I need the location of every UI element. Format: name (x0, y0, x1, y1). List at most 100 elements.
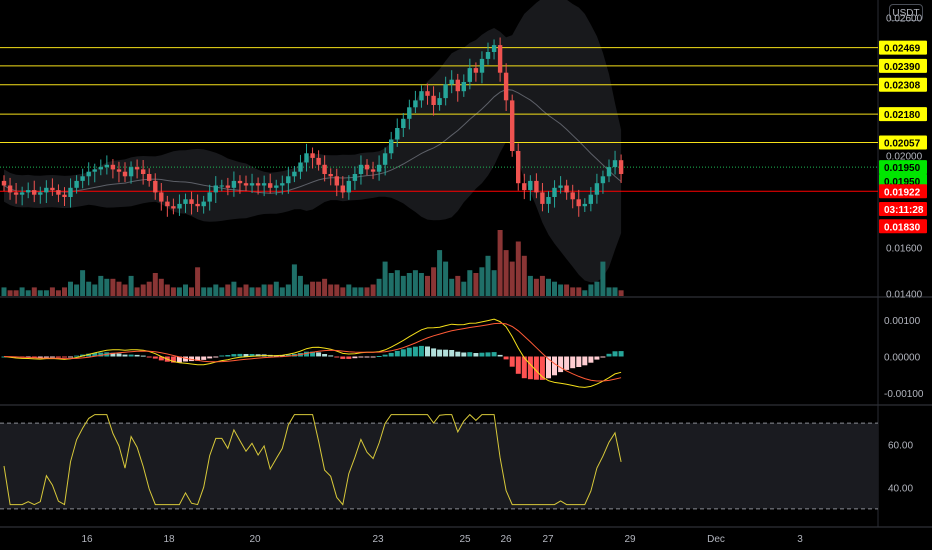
macd-histogram-bar (322, 354, 328, 357)
macd-histogram-bar (207, 356, 213, 359)
price-axis-tick: 0.02600 (886, 14, 923, 25)
candle-body (68, 187, 73, 197)
volume-bar (176, 287, 182, 296)
candle-body (286, 176, 291, 184)
volume-bar (43, 290, 49, 296)
candle-body (110, 164, 116, 170)
candle-body (467, 68, 472, 82)
volume-bar (140, 284, 146, 296)
candle-body (159, 192, 164, 202)
macd-histogram-bar (255, 354, 261, 357)
candle-body (32, 190, 37, 195)
macd-histogram-bar (140, 355, 146, 357)
volume-bar (582, 290, 588, 296)
candle-body (376, 164, 382, 172)
volume-bar (146, 281, 152, 296)
candle-body (292, 171, 297, 177)
volume-bar (92, 284, 98, 296)
time-axis-tick: 18 (163, 534, 175, 545)
volume-bar (558, 284, 564, 296)
volume-bar (461, 281, 467, 296)
macd-histogram-bar (406, 347, 412, 357)
macd-histogram-bar (455, 351, 461, 357)
price-badge (879, 40, 927, 55)
rsi-band-background (0, 423, 878, 509)
candle-body (147, 174, 152, 181)
volume-bar (521, 255, 527, 296)
candle-body (261, 183, 267, 186)
currency-badge[interactable]: USDT (889, 4, 923, 21)
volume-bar (237, 287, 243, 296)
price-axis-tick: 0.02000 (886, 152, 923, 163)
volume-bar (19, 287, 25, 296)
macd-histogram-bar (183, 356, 188, 362)
volume-bar (243, 284, 249, 296)
macd-histogram-bar (588, 356, 594, 363)
candle-body (606, 167, 612, 177)
macd-axis-tick: 0.00100 (884, 316, 921, 327)
volume-bar (503, 250, 509, 296)
macd-histogram-bar (98, 352, 104, 357)
volume-bar (297, 275, 303, 296)
price-badge-label: 0.01830 (884, 222, 921, 233)
volume-bar (55, 290, 61, 296)
volume-bar (552, 281, 557, 296)
candle-body (552, 187, 557, 197)
macd-histogram-bar (539, 356, 545, 380)
volume-bar (576, 287, 582, 296)
volume-bar (304, 284, 309, 296)
price-badge-label: 0.02180 (884, 110, 921, 121)
time-axis-tick: 25 (459, 534, 471, 545)
macd-histogram-bar (55, 356, 61, 358)
volume-bar (255, 287, 261, 296)
candle-body (80, 176, 85, 181)
macd-histogram-bar (219, 355, 225, 357)
candle-body (141, 169, 146, 174)
macd-histogram-bar (146, 356, 152, 358)
macd-histogram-bar (364, 356, 370, 358)
volume-bar (437, 250, 443, 296)
candle-body (407, 107, 412, 119)
macd-histogram-bar (231, 354, 237, 357)
price-axis-tick: 0.01400 (886, 290, 923, 301)
macd-histogram-bar (485, 352, 491, 357)
candle-body (401, 118, 406, 128)
volume-bar (431, 267, 437, 296)
macd-histogram-bar (564, 356, 570, 370)
candle-body (340, 185, 345, 193)
time-axis-tick: 27 (542, 534, 554, 545)
volume-bar (316, 281, 322, 296)
candle-body (183, 199, 188, 204)
macd-histogram-bar (509, 356, 515, 367)
volume-bar (13, 290, 19, 296)
macd-histogram-bar (285, 354, 291, 357)
volume-bar (612, 287, 618, 296)
candle-body (546, 197, 551, 204)
candle-body (503, 72, 509, 101)
candle-body (485, 52, 491, 59)
candle-body (44, 187, 49, 193)
macd-histogram-bar (310, 351, 316, 357)
macd-histogram-bar (62, 356, 67, 358)
macd-histogram-bar (425, 346, 430, 357)
macd-histogram-bar (37, 356, 43, 358)
volume-bar (346, 284, 352, 296)
candle-body (134, 167, 140, 170)
volume-bar (104, 278, 110, 296)
price-badge (879, 202, 927, 216)
volume-bar (370, 284, 376, 296)
volume-bar (418, 273, 424, 296)
price-badge-label: 0.01922 (884, 187, 921, 198)
macd-histogram-bar (31, 356, 37, 358)
candle-body (207, 192, 212, 202)
time-axis-tick: Dec (707, 534, 725, 545)
volume-bar (31, 287, 37, 296)
macd-histogram-bar (443, 349, 449, 357)
candle-body (540, 192, 545, 204)
volume-bar (588, 284, 594, 296)
macd-histogram-bar (170, 356, 176, 363)
volume-bar (62, 287, 67, 296)
macd-histogram-bar (68, 356, 73, 358)
macd-histogram-bar (328, 355, 334, 357)
